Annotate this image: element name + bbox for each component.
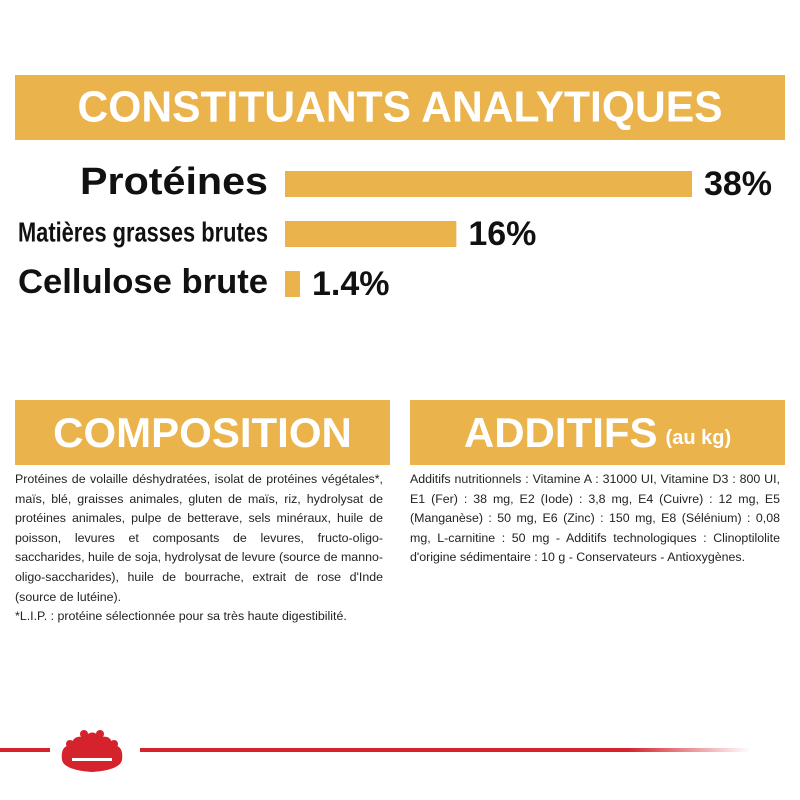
value-label: 16% — [468, 215, 536, 253]
chart-title: CONSTITUANTS ANALYTIQUES — [78, 83, 723, 132]
value-label: 1.4% — [312, 265, 390, 303]
additifs-text: Additifs nutritionnels : Vitamine A : 31… — [410, 470, 780, 568]
logo — [0, 730, 750, 772]
composition-title: COMPOSITION — [53, 408, 352, 456]
additifs-banner: ADDITIFS (au kg) — [410, 400, 785, 465]
additifs-subtitle: (au kg) — [665, 427, 732, 449]
value-label: 38% — [704, 165, 772, 203]
composition-text: Protéines de volaille déshydratées, isol… — [15, 470, 383, 627]
bar — [285, 221, 457, 247]
paragraph: *L.I.P. : protéine sélectionnée pour sa … — [15, 609, 347, 624]
category-label: Matières grasses brutes — [18, 216, 268, 247]
category-label: Protéines — [80, 161, 268, 203]
paragraph: Additifs nutritionnels : Vitamine A : 31… — [410, 472, 780, 565]
bar — [285, 271, 300, 297]
additifs-title: ADDITIFS — [463, 408, 658, 456]
title-banner — [15, 75, 785, 140]
paragraph: Protéines de volaille déshydratées, isol… — [15, 472, 383, 604]
bar — [285, 171, 692, 197]
category-label: Cellulose brute — [18, 263, 268, 301]
composition-banner: COMPOSITION — [15, 400, 390, 465]
